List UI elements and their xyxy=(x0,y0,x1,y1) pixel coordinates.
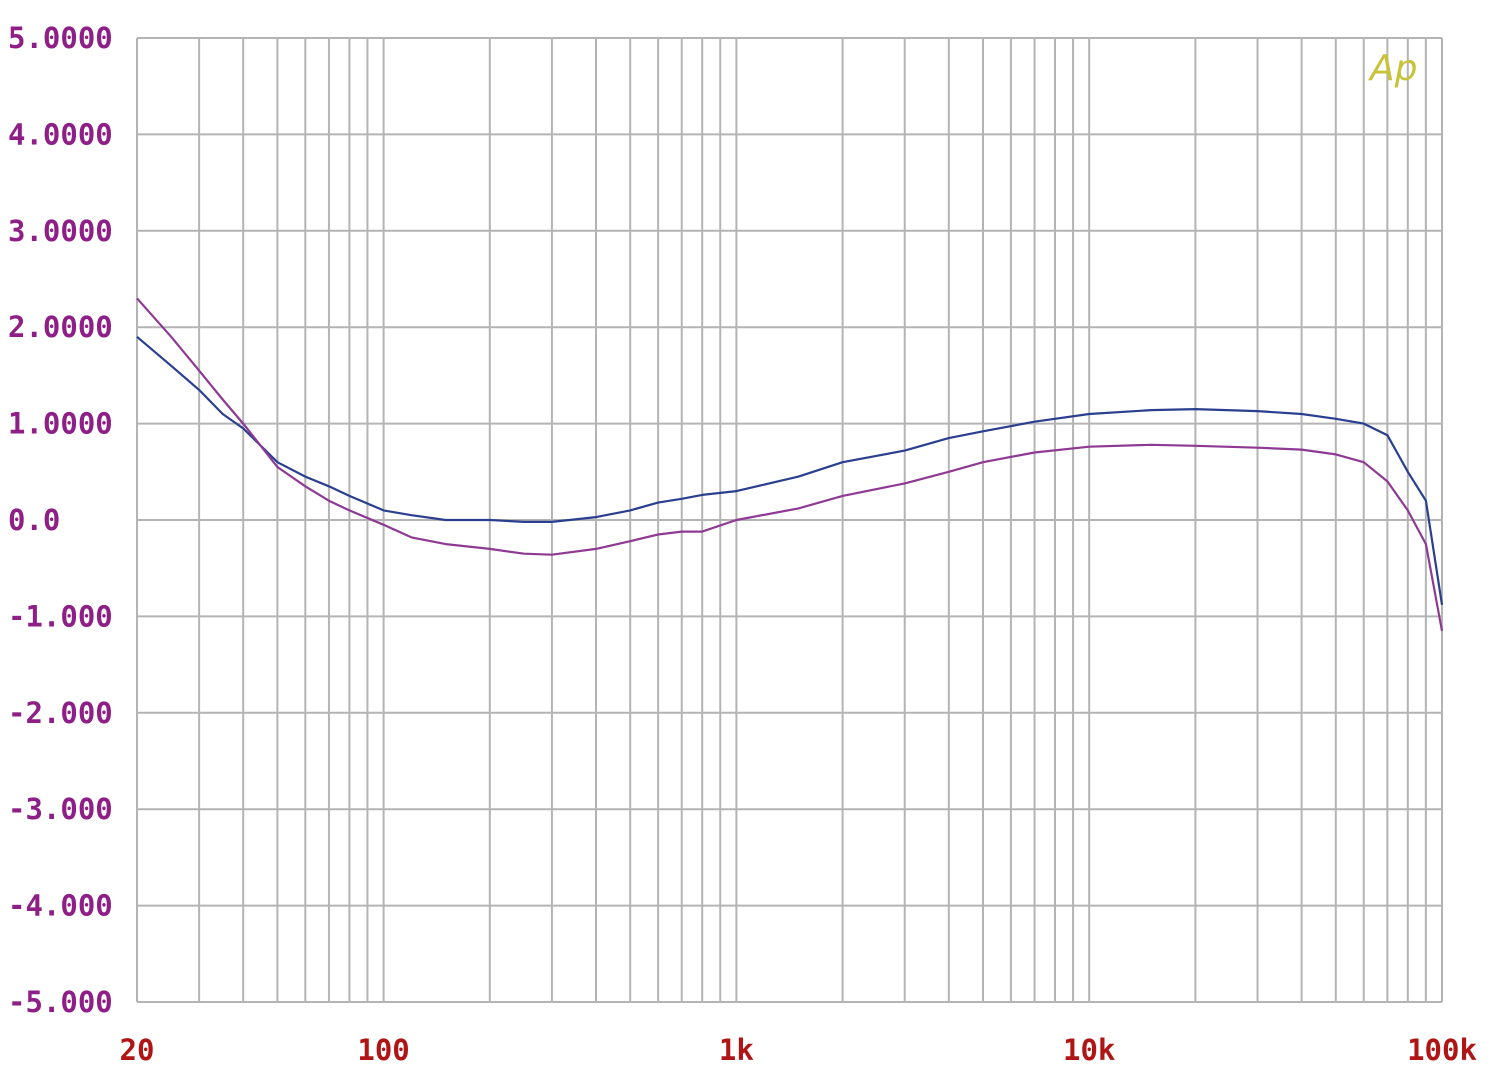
y-tick-label: -5.000 xyxy=(8,985,113,1019)
y-tick-label: -1.000 xyxy=(8,599,113,633)
y-tick-label: 0.0 xyxy=(8,503,60,537)
y-tick-label: -2.000 xyxy=(8,696,113,730)
y-tick-label: 4.0000 xyxy=(8,117,113,151)
y-axis-tick-labels: 5.0000 4.0000 3.0000 2.0000 1.0000 0.0 -1.000 -… xyxy=(8,21,113,1019)
y-tick-label: -4.000 xyxy=(8,889,113,923)
series-line-1 xyxy=(136,335,1444,605)
series-layer xyxy=(136,297,1444,632)
y-tick-label: 1.0000 xyxy=(8,407,113,441)
ap-logo: Ap xyxy=(1368,48,1417,89)
grid xyxy=(136,37,1443,1003)
x-tick-label: 100k xyxy=(1407,1033,1477,1067)
y-tick-label: 2.0000 xyxy=(8,310,113,344)
x-axis-tick-labels: 20 100 1k 10k 100k xyxy=(120,1033,1477,1067)
x-tick-label: 20 xyxy=(120,1033,155,1067)
series-line-2 xyxy=(136,297,1444,632)
x-tick-label: 10k xyxy=(1063,1033,1115,1067)
x-tick-label: 100 xyxy=(357,1033,409,1067)
y-tick-label: 3.0000 xyxy=(8,214,113,248)
x-tick-label: 1k xyxy=(719,1033,754,1067)
y-tick-label: -3.000 xyxy=(8,792,113,826)
y-tick-label: 5.0000 xyxy=(8,21,113,55)
